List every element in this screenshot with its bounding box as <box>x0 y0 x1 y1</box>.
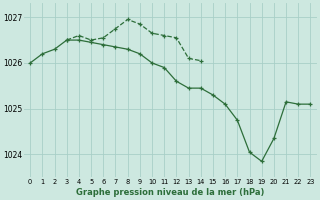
X-axis label: Graphe pression niveau de la mer (hPa): Graphe pression niveau de la mer (hPa) <box>76 188 265 197</box>
